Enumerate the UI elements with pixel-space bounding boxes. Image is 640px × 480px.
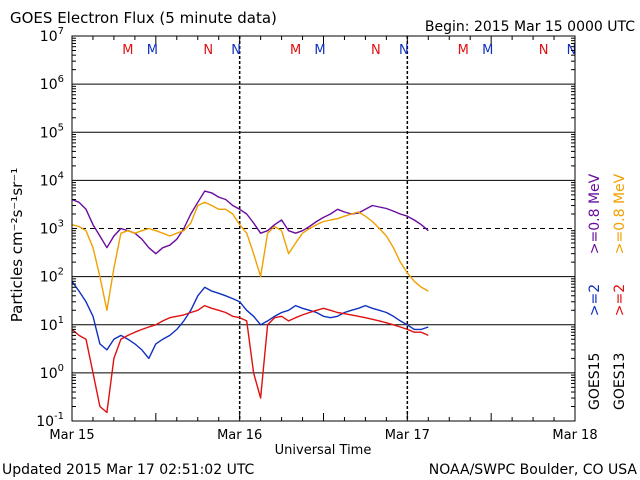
x-tick-label: Mar 15 xyxy=(49,428,94,443)
x-tick-label: Mar 17 xyxy=(385,428,430,443)
y-tick-label: 101 xyxy=(40,315,64,334)
legend-entry: >=2 xyxy=(612,284,628,316)
time-marker-m: M xyxy=(147,43,158,58)
y-tick-label: 100 xyxy=(40,363,64,382)
time-marker-m: M xyxy=(482,43,493,58)
y-tick-label: 102 xyxy=(40,267,64,286)
y-axis-label: Particles cm⁻²s⁻¹sr⁻¹ xyxy=(8,168,26,322)
x-tick-label: Mar 18 xyxy=(552,428,597,443)
time-marker-n: N xyxy=(539,43,549,58)
time-marker-m: M xyxy=(458,43,469,58)
x-tick-label: Mar 16 xyxy=(217,428,262,443)
series-line-goes13-0p8mev xyxy=(71,201,429,311)
legend-entry: >=0.8 MeV xyxy=(612,173,628,254)
time-marker-m: M xyxy=(290,43,301,58)
time-marker-n: N xyxy=(399,43,409,58)
y-tick-label: 107 xyxy=(40,26,64,45)
time-marker-m: M xyxy=(314,43,325,58)
x-axis-label: Universal Time xyxy=(275,443,372,458)
series-line-goes13-2mev xyxy=(71,304,429,414)
legend-entry: >=0.8 MeV xyxy=(587,173,603,254)
legend: GOES15 >=2 >=0.8 MeV GOES13 >=2 >=0.8 MeV xyxy=(587,173,628,410)
time-marker-n: N xyxy=(231,43,241,58)
legend-entry: >=2 xyxy=(587,284,603,316)
time-marker-n: N xyxy=(203,43,213,58)
axes: 10-1 100 101 102 103 104 105 106 107 Mar 15 Mar 16… xyxy=(36,26,597,443)
chart-title: GOES Electron Flux (5 minute data) xyxy=(10,9,277,27)
y-tick-label: 10-1 xyxy=(36,411,64,430)
legend-satellite-goes13: GOES13 xyxy=(612,353,628,410)
y-tick-label: 103 xyxy=(40,219,64,238)
time-marker-n: N xyxy=(371,43,381,58)
begin-time: Begin: 2015 Mar 15 0000 UTC xyxy=(425,19,635,35)
y-tick-label: 104 xyxy=(40,170,64,189)
series-line-goes15-2mev xyxy=(71,280,429,360)
updated-time: Updated 2015 Mar 17 02:51:02 UTC xyxy=(2,462,255,478)
time-marker-m: M xyxy=(122,43,133,58)
data-source: NOAA/SWPC Boulder, CO USA xyxy=(429,462,638,478)
y-tick-label: 105 xyxy=(40,122,64,141)
y-tick-label: 106 xyxy=(40,74,64,93)
legend-satellite-goes15: GOES15 xyxy=(587,353,603,410)
data-series xyxy=(71,190,429,414)
